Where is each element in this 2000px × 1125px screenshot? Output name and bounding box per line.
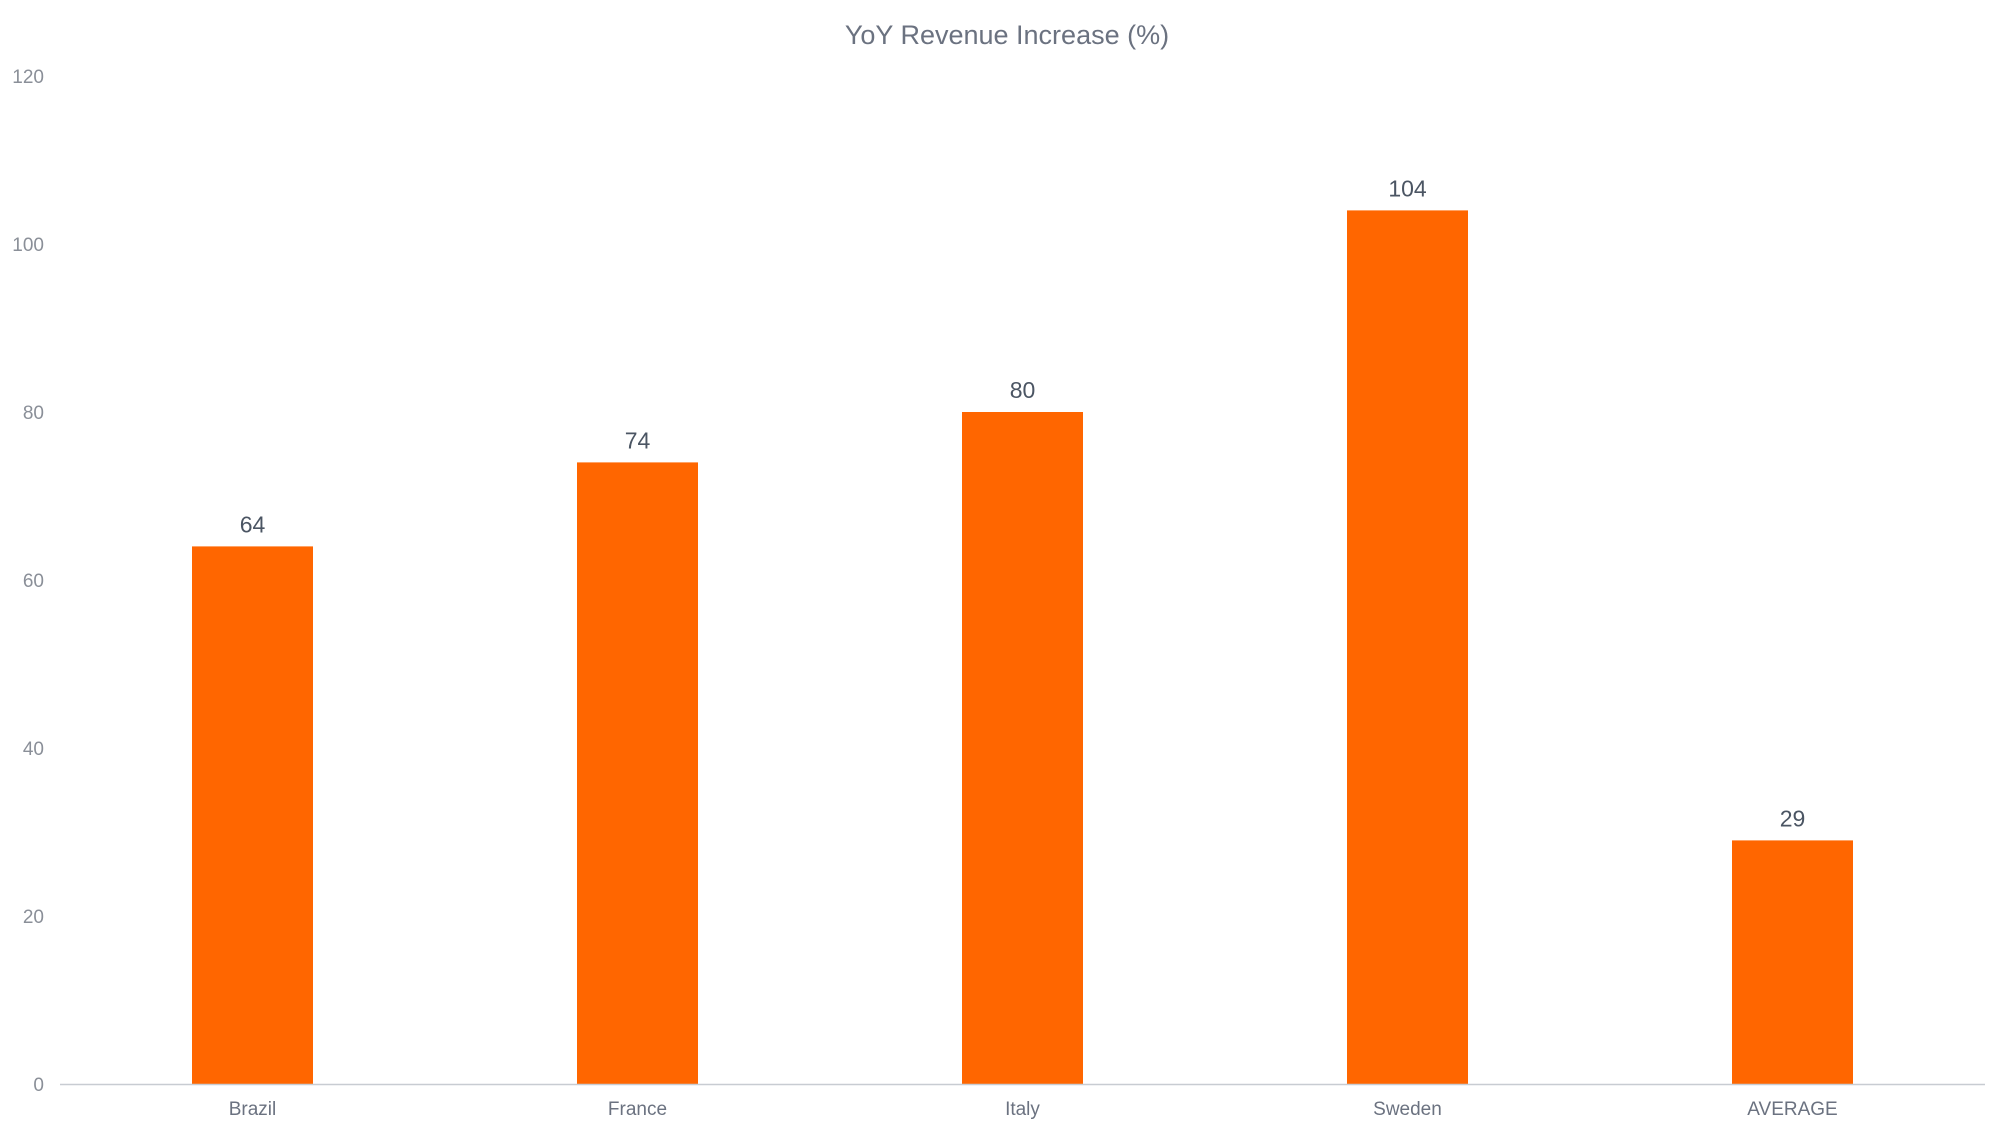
x-axis: Brazil France Italy Sweden AVERAGE bbox=[60, 1083, 1985, 1120]
x-tick-label-average: AVERAGE bbox=[1747, 1099, 1837, 1120]
bar-average bbox=[1732, 840, 1853, 1084]
y-tick-label: 80 bbox=[23, 403, 44, 424]
x-tick-label-sweden: Sweden bbox=[1373, 1099, 1442, 1120]
data-label-brazil: 64 bbox=[240, 511, 266, 537]
data-labels: 64 74 80 104 29 bbox=[240, 175, 1806, 831]
y-tick-label: 20 bbox=[23, 907, 44, 928]
bars bbox=[192, 210, 1853, 1084]
bar-brazil bbox=[192, 546, 313, 1084]
bar-italy bbox=[962, 412, 1083, 1084]
data-label-italy: 80 bbox=[1010, 377, 1036, 403]
data-label-sweden: 104 bbox=[1388, 175, 1427, 201]
chart-title: YoY Revenue Increase (%) bbox=[845, 20, 1169, 50]
y-axis: 0 20 40 60 80 100 120 bbox=[12, 67, 44, 1096]
bar-sweden bbox=[1347, 210, 1468, 1084]
data-label-france: 74 bbox=[625, 427, 651, 453]
data-label-average: 29 bbox=[1780, 805, 1806, 831]
y-tick-label: 100 bbox=[12, 235, 44, 256]
y-tick-label: 40 bbox=[23, 739, 44, 760]
x-tick-label-france: France bbox=[608, 1099, 667, 1120]
x-tick-label-italy: Italy bbox=[1005, 1099, 1040, 1120]
x-tick-label-brazil: Brazil bbox=[229, 1099, 277, 1120]
y-tick-label: 120 bbox=[12, 67, 44, 88]
bar-france bbox=[577, 462, 698, 1084]
y-tick-label: 0 bbox=[33, 1075, 44, 1096]
y-tick-label: 60 bbox=[23, 571, 44, 592]
